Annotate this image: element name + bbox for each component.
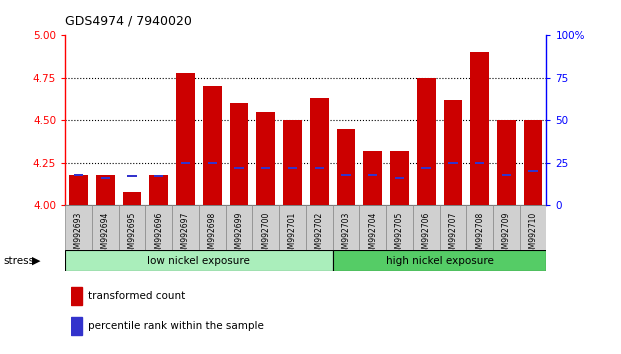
Text: GSM992706: GSM992706 [422,212,430,258]
Bar [71,287,81,305]
Bar [172,205,199,250]
Bar [524,120,543,205]
Bar [417,78,435,205]
Text: GSM992698: GSM992698 [208,212,217,258]
Bar [101,177,110,179]
Bar [203,86,222,205]
Bar [256,112,275,205]
Bar [333,250,546,271]
Bar [520,205,546,250]
Text: low nickel exposure: low nickel exposure [147,256,250,266]
Bar [92,205,119,250]
Bar [528,170,538,172]
Bar [440,205,466,250]
Bar [207,162,217,164]
Bar [448,162,458,164]
Bar [279,205,306,250]
Bar [69,175,88,205]
Text: GSM992710: GSM992710 [528,212,538,258]
Bar [154,176,163,177]
Bar [127,176,137,177]
Bar [288,167,297,169]
Text: GSM992694: GSM992694 [101,212,110,258]
Text: high nickel exposure: high nickel exposure [386,256,494,266]
Text: stress: stress [3,256,34,266]
Bar [413,205,440,250]
Bar [181,162,190,164]
Bar [422,167,431,169]
Bar [123,192,142,205]
Text: percentile rank within the sample: percentile rank within the sample [88,321,264,331]
Bar [145,205,172,250]
Text: ▶: ▶ [32,256,41,266]
Text: GSM992697: GSM992697 [181,212,190,258]
Bar [283,120,302,205]
Bar [199,205,225,250]
Bar [470,52,489,205]
Bar [443,100,462,205]
Text: GSM992693: GSM992693 [74,212,83,258]
Bar [493,205,520,250]
Bar [502,174,511,176]
Bar [65,250,333,271]
Bar [333,205,360,250]
Text: GSM992695: GSM992695 [127,212,137,258]
Text: GSM992708: GSM992708 [475,212,484,258]
Text: GSM992709: GSM992709 [502,212,511,258]
Text: GDS4974 / 7940020: GDS4974 / 7940020 [65,14,192,27]
Text: GSM992704: GSM992704 [368,212,377,258]
Bar [96,175,115,205]
Bar [310,98,329,205]
Text: GSM992696: GSM992696 [154,212,163,258]
Bar [314,167,324,169]
Text: GSM992705: GSM992705 [395,212,404,258]
Bar [395,177,404,179]
Bar [497,120,515,205]
Bar [363,151,382,205]
Bar [475,162,484,164]
Bar [360,205,386,250]
Bar [74,174,83,176]
Bar [234,167,243,169]
Bar [306,205,333,250]
Text: transformed count: transformed count [88,291,186,301]
Bar [230,103,248,205]
Text: GSM992707: GSM992707 [448,212,458,258]
Text: GSM992699: GSM992699 [235,212,243,258]
Bar [368,174,378,176]
Bar [386,205,413,250]
Bar [342,174,351,176]
Bar [225,205,252,250]
Bar [65,205,92,250]
Bar [466,205,493,250]
Bar [390,151,409,205]
Bar [119,205,145,250]
Bar [252,205,279,250]
Text: GSM992702: GSM992702 [315,212,324,258]
Bar [71,317,81,335]
Text: GSM992701: GSM992701 [288,212,297,258]
Bar [337,129,355,205]
Bar [176,73,195,205]
Bar [261,167,270,169]
Text: GSM992703: GSM992703 [342,212,350,258]
Bar [150,175,168,205]
Text: GSM992700: GSM992700 [261,212,270,258]
